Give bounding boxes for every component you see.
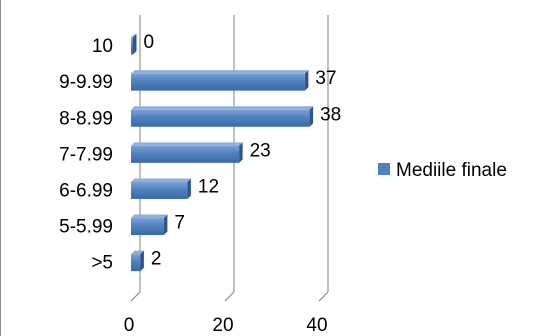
bar-top-face (131, 142, 243, 146)
bar (131, 70, 309, 91)
bar-top-face (131, 250, 144, 255)
bar-top-face (131, 178, 191, 182)
bar-end-face (133, 34, 137, 55)
bar-front-face (131, 254, 141, 272)
category-label: 10 (92, 36, 113, 57)
bars (131, 34, 314, 272)
gridline-floor-2 (318, 291, 329, 302)
bar-front-face (131, 181, 188, 199)
bar-end-face (163, 214, 168, 236)
x-tick-labels: 0 20 40 (124, 315, 328, 336)
bar (131, 250, 144, 272)
bar-end-face (304, 70, 309, 91)
data-label: 23 (250, 140, 271, 161)
bar-front-face (131, 145, 240, 163)
category-label: 7-7.99 (59, 144, 113, 165)
data-label: 12 (198, 176, 219, 197)
bar-end-face (187, 178, 191, 199)
category-label: >5 (91, 253, 113, 274)
x-tick-label: 40 (306, 315, 327, 336)
category-label: 9-9.99 (59, 72, 113, 93)
x-tick-label: 0 (124, 315, 135, 336)
bar (131, 34, 137, 55)
bar (131, 142, 243, 163)
category-labels: 10 9-9.99 8-8.99 7-7.99 6-6.99 5-5.99 >5 (59, 36, 113, 274)
gridline-floor-1 (224, 291, 235, 302)
bar-top-face (131, 70, 309, 74)
bar-end-face (140, 250, 144, 272)
bar-top-face (131, 34, 137, 38)
data-label: 38 (320, 104, 341, 125)
bar-front-face (131, 37, 133, 55)
bar (131, 214, 168, 236)
bar (131, 178, 191, 199)
bar (131, 106, 314, 127)
bar-front-face (131, 218, 164, 236)
bar-end-face (309, 106, 314, 127)
data-label: 7 (174, 213, 185, 234)
legend: Mediile finale (378, 160, 507, 181)
data-label: 0 (144, 32, 155, 53)
category-label: 6-6.99 (59, 180, 113, 201)
legend-swatch (378, 163, 390, 175)
data-labels: 0 37 38 23 12 72 (144, 32, 342, 270)
category-label: 5-5.99 (59, 217, 113, 238)
bar-end-face (239, 142, 243, 163)
bar-front-face (131, 109, 310, 127)
data-label: 37 (315, 68, 336, 89)
bar-top-face (131, 106, 314, 110)
x-tick-label: 20 (212, 315, 233, 336)
bar-top-face (131, 214, 168, 219)
category-label: 8-8.99 (59, 108, 113, 129)
legend-label: Mediile finale (396, 160, 507, 181)
gridline-floor-0 (130, 291, 141, 302)
data-label: 2 (151, 249, 162, 270)
bar-front-face (131, 73, 305, 91)
